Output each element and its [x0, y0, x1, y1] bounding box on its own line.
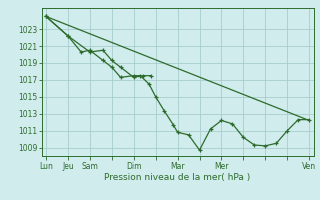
X-axis label: Pression niveau de la mer( hPa ): Pression niveau de la mer( hPa )	[104, 173, 251, 182]
